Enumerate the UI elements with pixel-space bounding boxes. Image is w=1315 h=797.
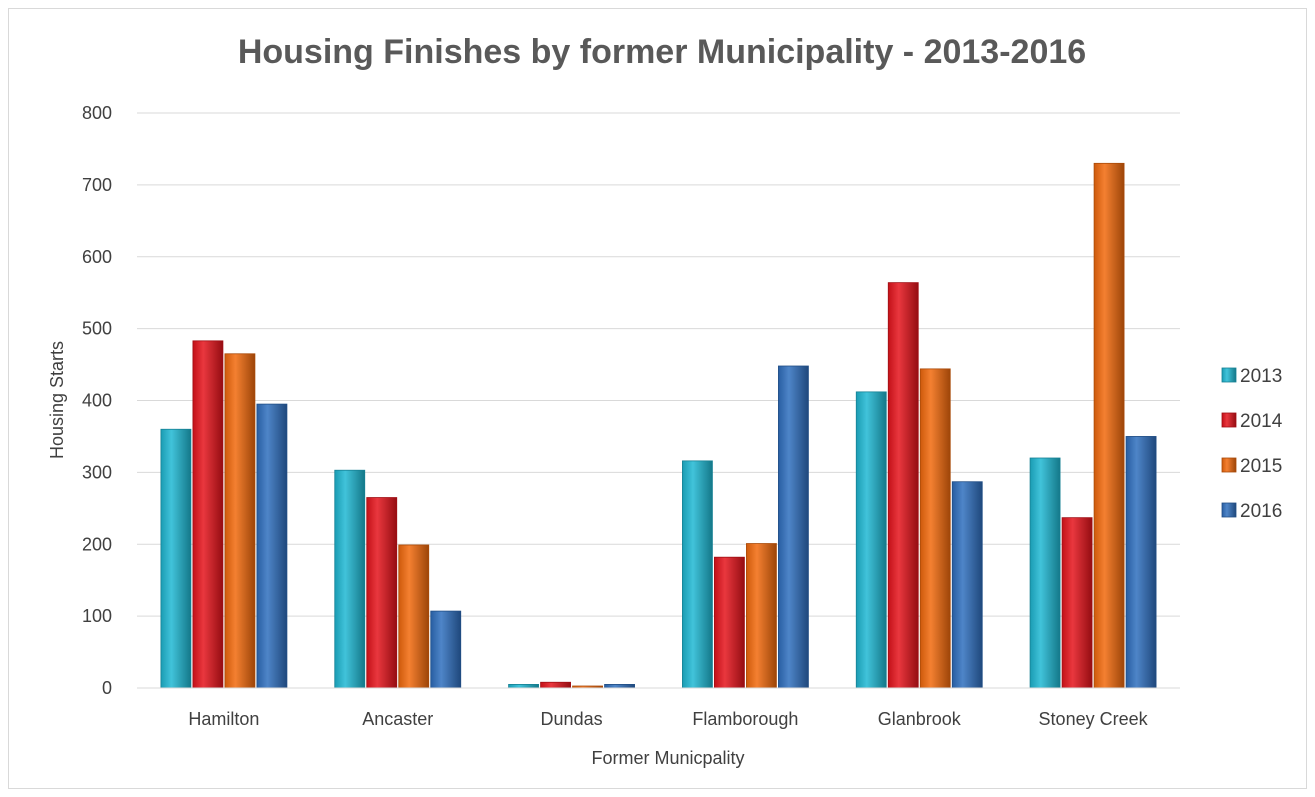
y-tick-label: 500	[82, 319, 112, 339]
bar-glanbrook-2016	[951, 481, 983, 689]
bar-flamborough-2013	[682, 460, 713, 689]
bar-hamilton-2015	[224, 353, 256, 689]
y-tick-label: 200	[82, 534, 112, 554]
bar-hamilton-2014	[192, 340, 224, 689]
y-tick-label: 700	[82, 175, 112, 195]
bar-glanbrook-2013	[855, 391, 887, 689]
legend-swatch-2013	[1221, 367, 1237, 383]
bar-flamborough-2016	[778, 365, 809, 689]
x-axis-ticks: Hamilton Ancaster Dundas Flamborough Glanbro…	[188, 709, 1148, 729]
x-axis-label: Former Municpality	[591, 748, 744, 768]
legend-label: 2016	[1240, 501, 1282, 522]
y-tick-label: 100	[82, 606, 112, 626]
y-tick-label: 800	[82, 103, 112, 123]
bar-hamilton-2013	[160, 428, 192, 689]
bar-ancaster-2013	[334, 469, 366, 689]
bar-flamborough-2015	[746, 543, 777, 689]
legend-swatch-2016	[1221, 502, 1237, 518]
legend-label: 2014	[1240, 411, 1283, 432]
legend-swatch-2014	[1221, 412, 1237, 428]
bar-glanbrook-2014	[887, 282, 919, 689]
bar-stoney-creek-2013	[1029, 457, 1061, 689]
chart-title: Housing Finishes by former Municipality …	[238, 33, 1086, 71]
bar-dundas-2013	[508, 684, 539, 689]
bar-stoney-creek-2016	[1125, 436, 1157, 689]
legend-label: 2015	[1240, 456, 1282, 477]
bars	[160, 162, 1157, 689]
legend-swatch-2015	[1221, 457, 1237, 473]
bar-glanbrook-2015	[919, 368, 951, 689]
y-axis-label: Housing Starts	[47, 341, 67, 459]
bar-dundas-2016	[604, 684, 635, 689]
y-tick-label: 400	[82, 391, 112, 411]
legend: 2013 2014 2015 2016	[1221, 366, 1283, 522]
bar-flamborough-2014	[714, 556, 745, 689]
x-tick-label: Hamilton	[188, 709, 259, 729]
y-tick-label: 600	[82, 247, 112, 267]
y-tick-label: 0	[102, 678, 112, 698]
y-axis-ticks: 0 100 200 300 400 500 600 700 800	[82, 103, 112, 698]
x-tick-label: Flamborough	[692, 709, 798, 729]
x-tick-label: Glanbrook	[878, 709, 962, 729]
gridlines	[137, 112, 1180, 617]
x-tick-label: Ancaster	[362, 709, 433, 729]
bar-dundas-2014	[540, 681, 571, 689]
bar-stoney-creek-2014	[1061, 517, 1093, 689]
x-tick-label: Dundas	[541, 709, 603, 729]
x-tick-label: Stoney Creek	[1039, 709, 1149, 729]
y-tick-label: 300	[82, 462, 112, 482]
bar-stoney-creek-2015	[1093, 162, 1125, 689]
bar-ancaster-2016	[430, 610, 462, 689]
bar-ancaster-2014	[366, 497, 398, 689]
bar-hamilton-2016	[256, 403, 288, 689]
legend-label: 2013	[1240, 366, 1282, 387]
bar-ancaster-2015	[398, 544, 430, 689]
